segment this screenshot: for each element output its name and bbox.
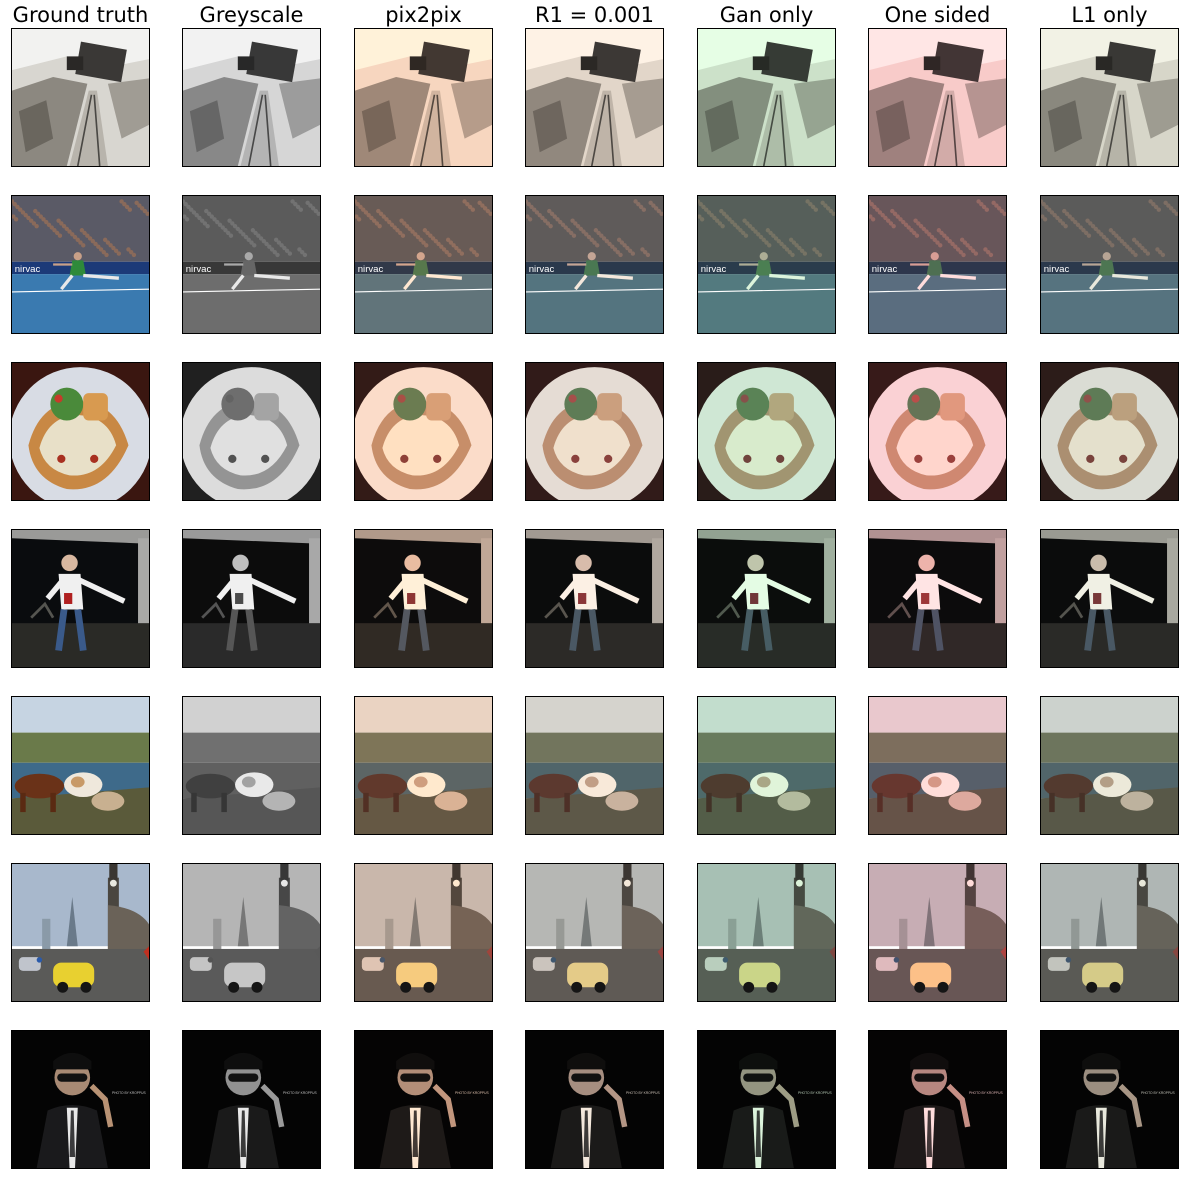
- image-cows-grazing-by-river-gt: [11, 696, 150, 835]
- photo-credit-watermark: PHOTO BY KROPPUS: [626, 1091, 660, 1095]
- image-train-wreck-on-railway-tracks-one: [868, 28, 1007, 167]
- image-man-posing-in-dark-garage-gan: [697, 529, 836, 668]
- image-man-posing-in-dark-garage-r1: [525, 529, 664, 668]
- column-header-grey: Greyscale: [199, 3, 304, 27]
- image-city-street-with-clock-tower-and-cars-gt: [11, 863, 150, 1002]
- image-pizza-on-white-plate-r1: [525, 362, 664, 501]
- image-pizza-on-white-plate-one: [868, 362, 1007, 501]
- column-header-r1: R1 = 0.001: [534, 3, 655, 27]
- image-tennis-player-on-court-with-crowd-l1: nirvac: [1040, 195, 1179, 334]
- image-man-in-suit-with-sunglasses-on-black-gan: PHOTO BY KROPPUS: [697, 1030, 836, 1169]
- image-tennis-player-on-court-with-crowd-r1: nirvac: [525, 195, 664, 334]
- photo-credit-watermark: PHOTO BY KROPPUS: [969, 1091, 1003, 1095]
- image-pizza-on-white-plate-l1: [1040, 362, 1179, 501]
- image-train-wreck-on-railway-tracks-grey: [182, 28, 321, 167]
- image-train-wreck-on-railway-tracks-gan: [697, 28, 836, 167]
- image-city-street-with-clock-tower-and-cars-l1: [1040, 863, 1179, 1002]
- image-man-posing-in-dark-garage-p2p: [354, 529, 493, 668]
- image-man-in-suit-with-sunglasses-on-black-one: PHOTO BY KROPPUS: [868, 1030, 1007, 1169]
- image-pizza-on-white-plate-grey: [182, 362, 321, 501]
- image-tennis-player-on-court-with-crowd-gt: nirvac: [11, 195, 150, 334]
- banner-text: nirvac: [701, 264, 727, 275]
- image-cows-grazing-by-river-l1: [1040, 696, 1179, 835]
- image-pizza-on-white-plate-gan: [697, 362, 836, 501]
- image-man-in-suit-with-sunglasses-on-black-grey: PHOTO BY KROPPUS: [182, 1030, 321, 1169]
- image-man-in-suit-with-sunglasses-on-black-l1: PHOTO BY KROPPUS: [1040, 1030, 1179, 1169]
- image-tennis-player-on-court-with-crowd-p2p: nirvac: [354, 195, 493, 334]
- image-train-wreck-on-railway-tracks-p2p: [354, 28, 493, 167]
- column-header-gt: Ground truth: [12, 3, 149, 27]
- image-cows-grazing-by-river-one: [868, 696, 1007, 835]
- banner-text: nirvac: [358, 264, 384, 275]
- image-cows-grazing-by-river-grey: [182, 696, 321, 835]
- image-pizza-on-white-plate-gt: [11, 362, 150, 501]
- image-tennis-player-on-court-with-crowd-one: nirvac: [868, 195, 1007, 334]
- image-man-posing-in-dark-garage-l1: [1040, 529, 1179, 668]
- image-man-posing-in-dark-garage-grey: [182, 529, 321, 668]
- image-cows-grazing-by-river-r1: [525, 696, 664, 835]
- image-cows-grazing-by-river-gan: [697, 696, 836, 835]
- column-header-l1: L1 only: [1071, 3, 1148, 27]
- image-city-street-with-clock-tower-and-cars-p2p: [354, 863, 493, 1002]
- image-man-in-suit-with-sunglasses-on-black-gt: PHOTO BY KROPPUS: [11, 1030, 150, 1169]
- column-header-p2p: pix2pix: [385, 3, 462, 27]
- image-man-in-suit-with-sunglasses-on-black-p2p: PHOTO BY KROPPUS: [354, 1030, 493, 1169]
- image-tennis-player-on-court-with-crowd-grey: nirvac: [182, 195, 321, 334]
- banner-text: nirvac: [186, 264, 212, 275]
- image-man-posing-in-dark-garage-gt: [11, 529, 150, 668]
- banner-text: nirvac: [529, 264, 555, 275]
- image-cows-grazing-by-river-p2p: [354, 696, 493, 835]
- image-city-street-with-clock-tower-and-cars-gan: [697, 863, 836, 1002]
- image-city-street-with-clock-tower-and-cars-one: [868, 863, 1007, 1002]
- image-pizza-on-white-plate-p2p: [354, 362, 493, 501]
- column-header-one: One sided: [884, 3, 991, 27]
- photo-credit-watermark: PHOTO BY KROPPUS: [112, 1091, 146, 1095]
- banner-text: nirvac: [872, 264, 898, 275]
- image-train-wreck-on-railway-tracks-gt: [11, 28, 150, 167]
- image-man-in-suit-with-sunglasses-on-black-r1: PHOTO BY KROPPUS: [525, 1030, 664, 1169]
- image-train-wreck-on-railway-tracks-r1: [525, 28, 664, 167]
- image-man-posing-in-dark-garage-one: [868, 529, 1007, 668]
- image-city-street-with-clock-tower-and-cars-grey: [182, 863, 321, 1002]
- photo-credit-watermark: PHOTO BY KROPPUS: [798, 1091, 832, 1095]
- photo-credit-watermark: PHOTO BY KROPPUS: [455, 1091, 489, 1095]
- photo-credit-watermark: PHOTO BY KROPPUS: [283, 1091, 317, 1095]
- banner-text: nirvac: [15, 264, 41, 275]
- image-city-street-with-clock-tower-and-cars-r1: [525, 863, 664, 1002]
- banner-text: nirvac: [1044, 264, 1070, 275]
- image-tennis-player-on-court-with-crowd-gan: nirvac: [697, 195, 836, 334]
- column-header-gan: Gan only: [719, 3, 814, 27]
- image-train-wreck-on-railway-tracks-l1: [1040, 28, 1179, 167]
- photo-credit-watermark: PHOTO BY KROPPUS: [1141, 1091, 1175, 1095]
